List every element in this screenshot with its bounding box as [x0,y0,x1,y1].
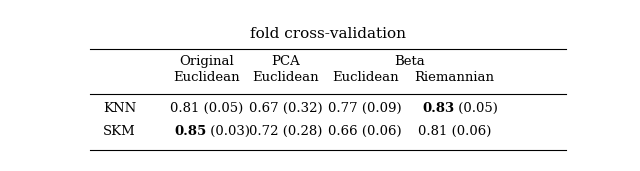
Text: PCA: PCA [271,56,300,69]
Text: 0.72 (0.28): 0.72 (0.28) [249,125,323,138]
Text: 0.83: 0.83 [422,102,454,115]
Text: (0.03): (0.03) [207,125,250,138]
Text: fold cross-validation: fold cross-validation [250,27,406,41]
Text: 0.77 (0.09): 0.77 (0.09) [328,102,402,115]
Text: 0.66 (0.06): 0.66 (0.06) [328,125,402,138]
Text: Original: Original [179,56,234,69]
Text: 0.85: 0.85 [174,125,207,138]
Text: Riemannian: Riemannian [415,71,495,84]
Text: Euclidean: Euclidean [173,71,240,84]
Text: (0.05): (0.05) [454,102,499,115]
Text: 0.81 (0.06): 0.81 (0.06) [418,125,491,138]
Text: Euclidean: Euclidean [332,71,399,84]
Text: Euclidean: Euclidean [253,71,319,84]
Text: Beta: Beta [394,56,425,69]
Text: 0.67 (0.32): 0.67 (0.32) [249,102,323,115]
Text: SKM: SKM [103,125,136,138]
Text: KNN: KNN [103,102,136,115]
Text: 0.81 (0.05): 0.81 (0.05) [170,102,243,115]
